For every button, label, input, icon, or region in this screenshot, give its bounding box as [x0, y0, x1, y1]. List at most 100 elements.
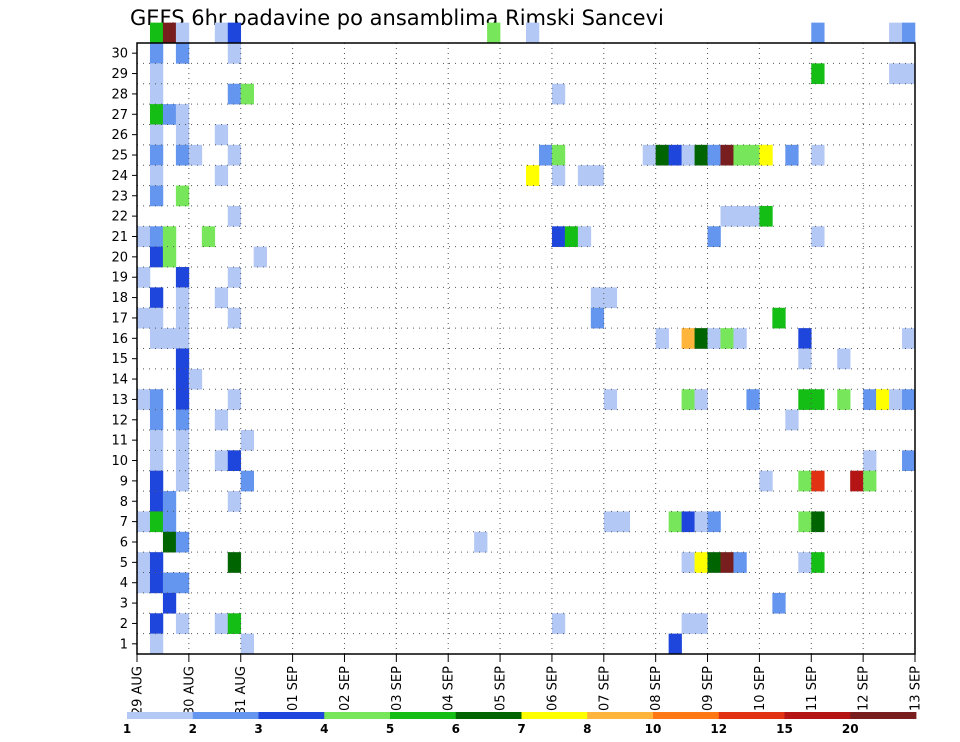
- heatmap-cell: [889, 22, 903, 44]
- heatmap-cell: [175, 328, 190, 349]
- heatmap-cell: [863, 450, 877, 471]
- heatmap-cell: [772, 592, 786, 614]
- colorbar-label: 6: [452, 722, 460, 736]
- y-tick-label: 25: [111, 149, 128, 164]
- heatmap-cell: [590, 165, 605, 186]
- colorbar-swatch: [258, 712, 325, 719]
- y-tick-label: 1: [120, 637, 128, 652]
- colorbar-swatch: [324, 712, 391, 719]
- heatmap-cell: [175, 22, 190, 44]
- heatmap-cell: [902, 450, 916, 471]
- heatmap-cell: [811, 552, 825, 573]
- heatmap-cell: [902, 389, 916, 410]
- heatmap-cell: [694, 511, 708, 533]
- heatmap-cell: [694, 328, 708, 349]
- heatmap-cell: [137, 572, 151, 594]
- heatmap-cell: [227, 83, 242, 105]
- y-tick-label: 8: [120, 495, 128, 510]
- heatmap-cell: [720, 328, 734, 349]
- heatmap-cell: [603, 287, 618, 309]
- colorbar-label: 3: [254, 722, 262, 736]
- heatmap-cell: [590, 287, 605, 309]
- heatmap-cell: [603, 511, 618, 533]
- y-tick-label: 24: [111, 169, 128, 184]
- x-tick-label: 11 SEP: [805, 666, 820, 711]
- heatmap-cell: [240, 83, 254, 105]
- y-tick-label: 30: [111, 47, 128, 62]
- heatmap-cell: [707, 511, 721, 533]
- y-tick-label: 21: [111, 230, 128, 245]
- colorbar-swatch: [718, 712, 785, 719]
- heatmap-cell: [149, 613, 164, 634]
- heatmap-cell: [149, 633, 164, 655]
- y-tick-label: 14: [111, 373, 128, 388]
- heatmap-cell: [811, 22, 825, 44]
- heatmap-cell: [149, 511, 164, 533]
- colorbar-label: 4: [320, 722, 328, 736]
- heatmap-cell: [137, 389, 151, 410]
- heatmap-cell: [240, 633, 254, 655]
- heatmap-cell: [889, 389, 903, 410]
- colorbar-swatch: [192, 712, 259, 719]
- heatmap-cell: [240, 429, 254, 451]
- heatmap-cell: [137, 552, 151, 573]
- colorbar-label: 12: [710, 722, 727, 736]
- heatmap-cell: [149, 246, 164, 268]
- heatmap-cell: [720, 552, 734, 573]
- heatmap-cell: [149, 307, 164, 329]
- heatmap-cell: [551, 83, 566, 105]
- x-tick-label: 03 SEP: [390, 666, 405, 711]
- heatmap-cell: [240, 470, 254, 492]
- y-tick-label: 13: [111, 393, 128, 408]
- heatmap-cell: [188, 368, 203, 390]
- heatmap-cell: [214, 22, 229, 44]
- heatmap-cell: [175, 572, 190, 594]
- x-tick-label: 01 SEP: [286, 666, 301, 711]
- y-tick-label: 20: [111, 250, 128, 265]
- heatmap-cell: [149, 144, 164, 166]
- heatmap-cell: [149, 328, 164, 349]
- heatmap-cell: [175, 43, 190, 64]
- heatmap-cell: [681, 328, 695, 349]
- y-tick-label: 11: [111, 434, 128, 449]
- heatmap-cell: [837, 348, 851, 370]
- colorbar-swatch: [390, 712, 457, 719]
- heatmap-cell: [551, 144, 566, 166]
- heatmap-cell: [175, 470, 190, 492]
- y-tick-label: 6: [120, 535, 128, 550]
- heatmap-cell: [759, 470, 773, 492]
- heatmap-cell: [902, 22, 916, 44]
- heatmap-cell: [603, 389, 618, 410]
- heatmap-cell: [227, 144, 242, 166]
- colorbar-swatch: [521, 712, 588, 719]
- heatmap-cell: [253, 246, 267, 268]
- heatmap-cell: [746, 389, 760, 410]
- heatmap-cell: [227, 613, 242, 634]
- x-tick-label: 10 SEP: [753, 666, 768, 711]
- colorbar-label: 8: [583, 722, 591, 736]
- x-tick-label: 12 SEP: [857, 666, 872, 711]
- heatmap-cell: [175, 144, 190, 166]
- heatmap-cell: [149, 104, 164, 125]
- heatmap-cell: [162, 246, 177, 268]
- colorbar-label: 1: [123, 722, 131, 736]
- heatmap-cell: [694, 552, 708, 573]
- heatmap-cell: [616, 511, 631, 533]
- heatmap-cell: [214, 124, 229, 146]
- heatmap-cell: [227, 450, 242, 471]
- y-tick-label: 29: [111, 67, 128, 82]
- x-tick-label: 29 AUG: [131, 666, 146, 715]
- heatmap-cell: [785, 409, 799, 431]
- heatmap-cell: [733, 205, 747, 227]
- heatmap-cell: [175, 307, 190, 329]
- x-tick-label: 07 SEP: [597, 666, 612, 711]
- heatmap-cell: [551, 613, 566, 634]
- y-tick-label: 28: [111, 87, 128, 102]
- colorbar-swatch: [784, 712, 851, 719]
- y-tick-label: 7: [120, 515, 128, 530]
- heatmap-cell: [162, 531, 177, 553]
- heatmap-cell: [772, 307, 786, 329]
- heatmap-cell: [227, 389, 242, 410]
- heatmap-cell: [162, 328, 177, 349]
- heatmap-cell: [149, 491, 164, 512]
